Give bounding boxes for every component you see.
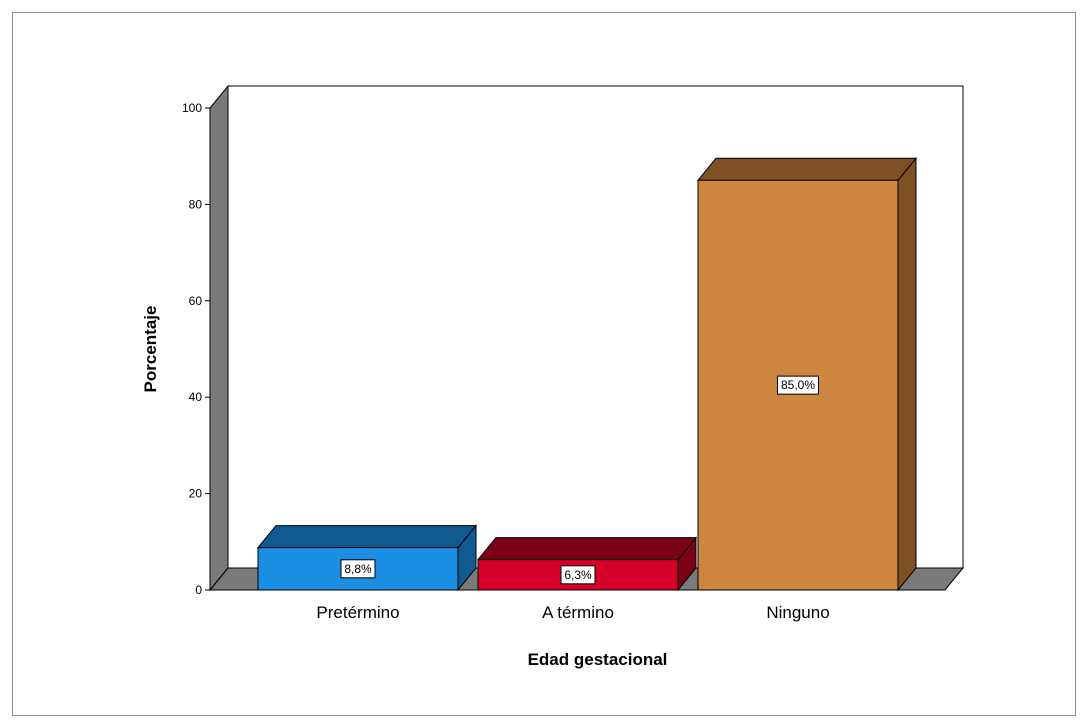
x-category-label: A término (542, 603, 614, 622)
y-tick-label: 40 (189, 390, 203, 404)
x-axis-categories: Pretérmino A término Ninguno (316, 603, 829, 622)
data-label-box (340, 559, 376, 579)
data-label: 85,0% (781, 378, 815, 392)
x-category-label: Pretérmino (316, 603, 399, 622)
y-axis-title: Porcentaje (141, 306, 160, 393)
bars (256, 156, 918, 592)
bar-top (256, 525, 478, 549)
bar-top (696, 157, 918, 181)
data-label: 8,8% (344, 562, 372, 576)
y-tick-label: 0 (195, 583, 202, 597)
y-tick-label: 80 (189, 197, 203, 211)
data-label: 6,3% (564, 568, 592, 582)
y-tick-label: 60 (189, 294, 203, 308)
data-label-box (560, 565, 596, 585)
bar-side (897, 156, 917, 592)
left-wall (209, 84, 229, 592)
y-tick-label: 100 (182, 101, 202, 115)
x-axis-title: Edad gestacional (528, 650, 668, 669)
bar (477, 559, 679, 591)
y-tick-label: 20 (189, 487, 203, 501)
data-labels: 8,8% 6,3% 85,0% (340, 375, 819, 585)
y-axis-ticks: 0 20 40 60 80 100 (182, 101, 210, 597)
data-label-box (777, 375, 819, 395)
bar-top (476, 537, 698, 561)
x-category-label: Ninguno (766, 603, 829, 622)
